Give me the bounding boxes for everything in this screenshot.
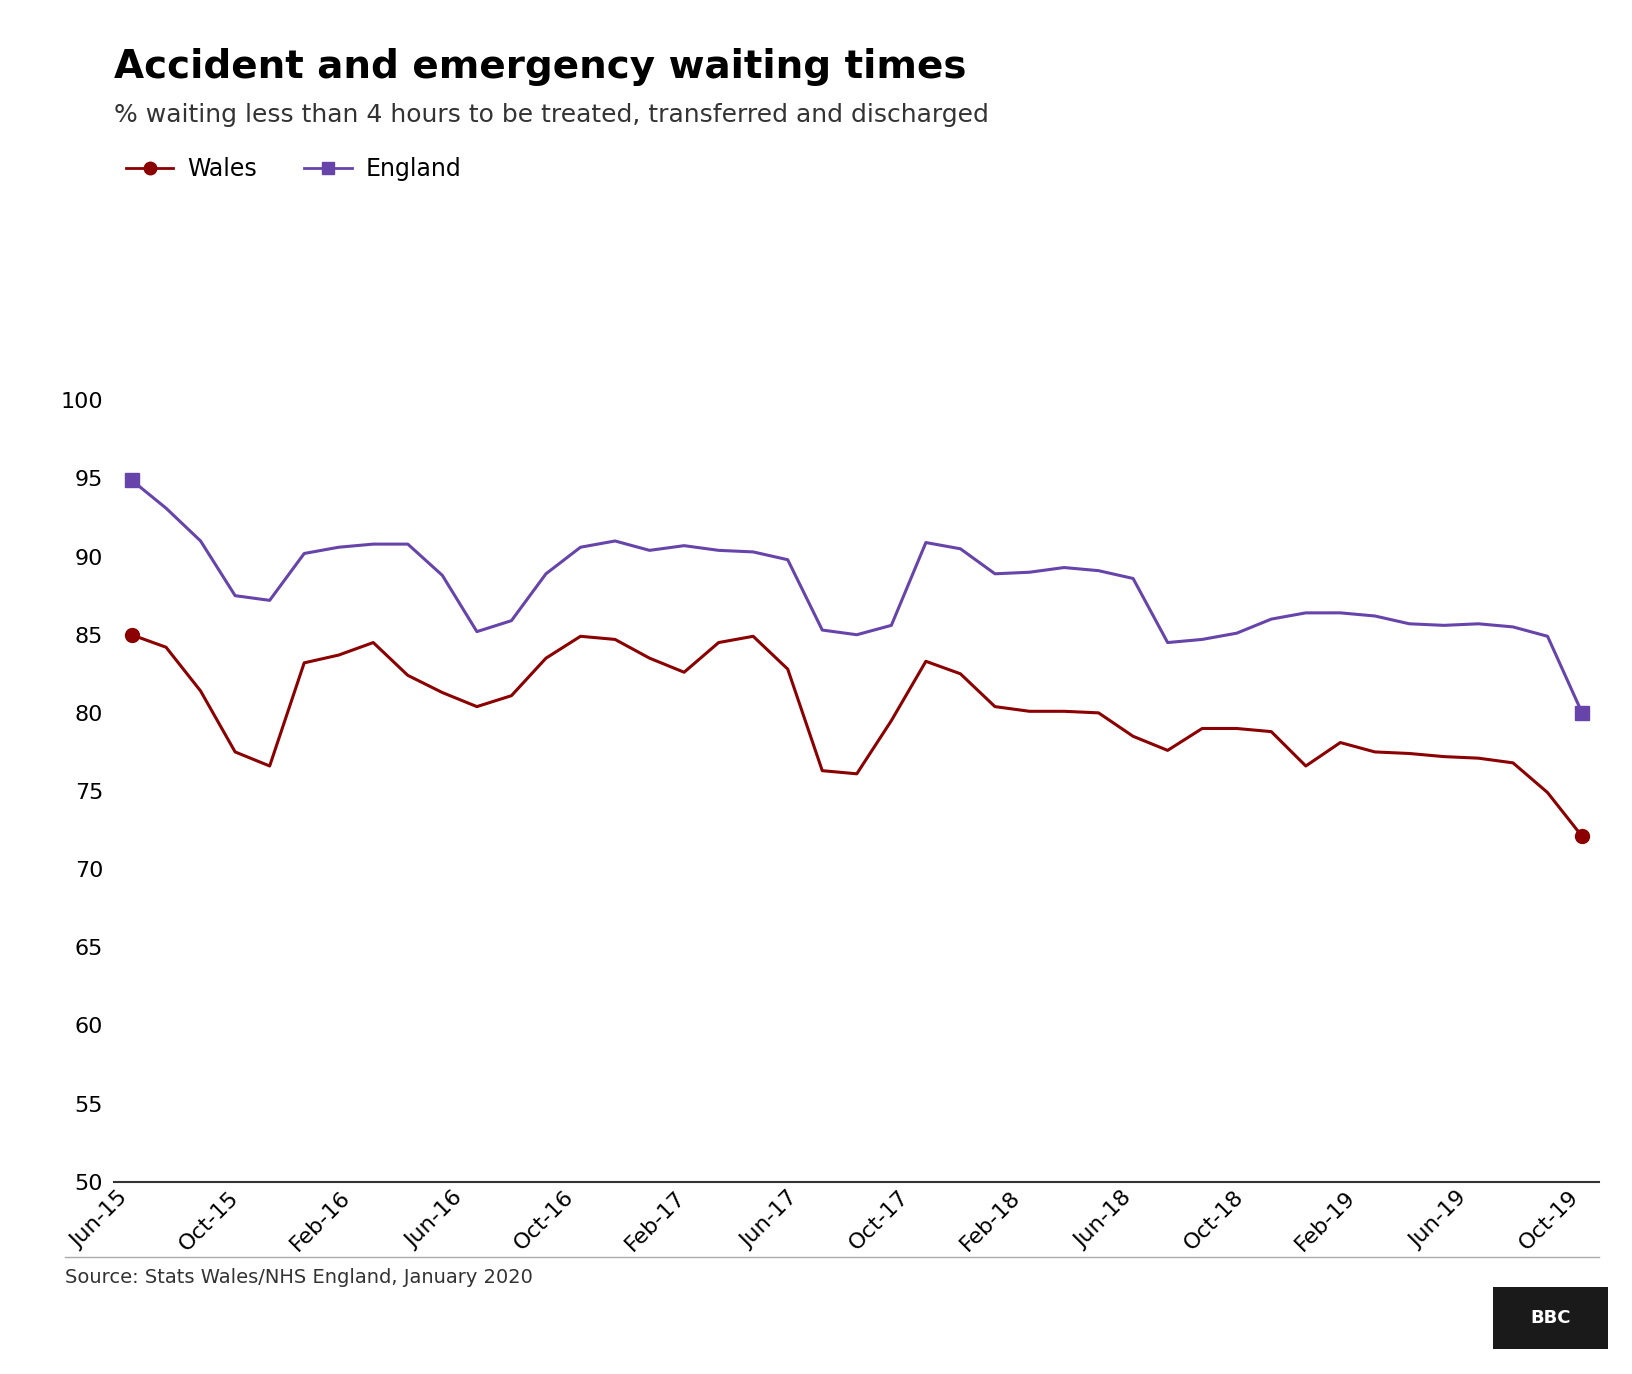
Text: BBC: BBC — [1531, 1309, 1570, 1327]
Text: Accident and emergency waiting times: Accident and emergency waiting times — [114, 48, 966, 87]
Text: % waiting less than 4 hours to be treated, transferred and discharged: % waiting less than 4 hours to be treate… — [114, 103, 989, 126]
Text: Source: Stats Wales/NHS England, January 2020: Source: Stats Wales/NHS England, January… — [65, 1268, 534, 1287]
Legend: Wales, England: Wales, England — [126, 158, 462, 181]
